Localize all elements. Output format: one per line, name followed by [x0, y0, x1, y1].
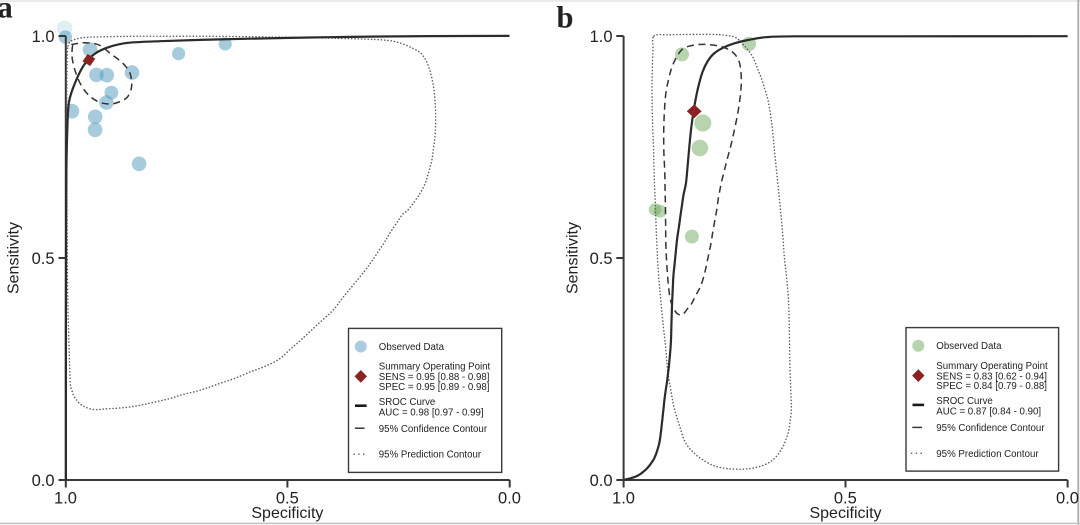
svg-text:AUC = 0.98 [0.97 - 0.99]: AUC = 0.98 [0.97 - 0.99] — [379, 408, 484, 419]
svg-text:AUC = 0.87 [0.84 - 0.90]: AUC = 0.87 [0.84 - 0.90] — [936, 407, 1041, 418]
svg-text:95% Prediction Contour: 95% Prediction Contour — [379, 450, 482, 461]
svg-text:SROC Curve: SROC Curve — [379, 397, 436, 408]
svg-text:Specificity: Specificity — [809, 505, 881, 522]
svg-text:0.0: 0.0 — [590, 472, 613, 490]
svg-text:SROC Curve: SROC Curve — [936, 396, 993, 407]
svg-text:0.0: 0.0 — [498, 490, 521, 508]
svg-text:95% Confidence Contour: 95% Confidence Contour — [936, 423, 1045, 434]
svg-text:0.5: 0.5 — [32, 250, 55, 268]
svg-text:0.5: 0.5 — [276, 490, 299, 508]
svg-text:SENS = 0.95 [0.88 - 0.98]: SENS = 0.95 [0.88 - 0.98] — [379, 372, 490, 383]
svg-text:Observed Data: Observed Data — [936, 341, 1002, 352]
svg-text:95% Prediction Contour: 95% Prediction Contour — [936, 449, 1039, 460]
svg-text:SPEC = 0.84 [0.79 - 0.88]: SPEC = 0.84 [0.79 - 0.88] — [936, 381, 1047, 392]
svg-text:0.5: 0.5 — [590, 250, 613, 268]
svg-text:b: b — [557, 0, 574, 34]
svg-text:0.0: 0.0 — [32, 472, 55, 490]
svg-text:1.0: 1.0 — [590, 28, 613, 46]
svg-text:a: a — [0, 0, 13, 25]
svg-text:0.0: 0.0 — [1056, 490, 1079, 508]
svg-text:1.0: 1.0 — [32, 28, 55, 46]
svg-text:Summary Operating Point: Summary Operating Point — [936, 361, 1048, 372]
svg-text:Sensitivity: Sensitivity — [6, 222, 23, 294]
svg-text:1.0: 1.0 — [612, 490, 635, 508]
svg-text:95% Confidence Contour: 95% Confidence Contour — [379, 424, 488, 435]
svg-text:SENS = 0.83 [0.62 - 0.94]: SENS = 0.83 [0.62 - 0.94] — [936, 371, 1047, 382]
svg-text:SPEC = 0.95 [0.89 - 0.98]: SPEC = 0.95 [0.89 - 0.98] — [379, 382, 490, 393]
svg-text:Observed Data: Observed Data — [379, 342, 445, 353]
svg-text:Specificity: Specificity — [251, 505, 323, 522]
svg-text:1.0: 1.0 — [54, 490, 77, 508]
svg-text:Sensitivity: Sensitivity — [565, 222, 582, 294]
svg-text:0.5: 0.5 — [834, 490, 857, 508]
svg-text:Summary Operating Point: Summary Operating Point — [379, 362, 491, 373]
